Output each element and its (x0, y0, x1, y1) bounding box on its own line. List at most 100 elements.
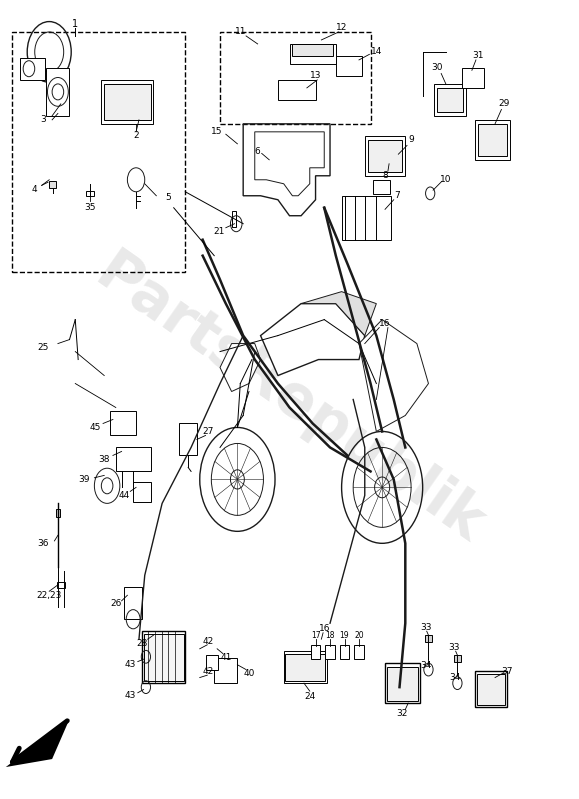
Bar (477, 674, 505, 705)
Text: 20: 20 (354, 630, 364, 640)
Text: 34: 34 (420, 661, 431, 670)
Bar (12, 32, 185, 272)
Bar (278, 80, 316, 100)
Bar (124, 587, 142, 619)
Text: 9: 9 (408, 135, 414, 145)
Text: 26: 26 (110, 598, 122, 608)
Text: 15: 15 (211, 127, 223, 137)
Bar (101, 80, 153, 124)
Text: 31: 31 (472, 51, 483, 61)
Polygon shape (301, 292, 376, 336)
Text: 36: 36 (38, 539, 49, 548)
Text: 5: 5 (165, 193, 171, 202)
Bar (144, 634, 184, 681)
Bar (57, 582, 65, 588)
Text: 33: 33 (449, 642, 460, 652)
Text: 11: 11 (234, 27, 246, 37)
Text: 35: 35 (84, 203, 96, 213)
Text: 10: 10 (440, 175, 452, 185)
Text: 24: 24 (304, 692, 316, 702)
Text: 8: 8 (382, 171, 388, 181)
Bar (342, 196, 391, 240)
Bar (368, 140, 402, 172)
Text: 41: 41 (220, 653, 232, 662)
Bar (142, 631, 185, 683)
Polygon shape (255, 132, 324, 196)
Text: 1: 1 (72, 19, 78, 29)
Polygon shape (220, 344, 261, 392)
Text: 28: 28 (136, 638, 148, 648)
Text: 4: 4 (32, 185, 38, 194)
Text: 37: 37 (501, 666, 512, 676)
Text: 3: 3 (41, 115, 46, 125)
Text: 6: 6 (255, 147, 261, 157)
Bar (385, 663, 420, 703)
Text: 13: 13 (310, 71, 321, 81)
Text: 40: 40 (243, 669, 255, 678)
Bar (206, 655, 218, 670)
Bar (365, 136, 405, 176)
Bar (292, 44, 333, 56)
Bar (475, 671, 507, 707)
Text: 45: 45 (90, 423, 101, 432)
Bar (214, 658, 237, 683)
Text: 21: 21 (213, 227, 225, 237)
Polygon shape (261, 304, 365, 376)
Text: 16: 16 (318, 623, 330, 633)
Bar (46, 68, 69, 116)
Bar (462, 68, 484, 88)
Bar (387, 667, 418, 701)
Text: 27: 27 (203, 427, 214, 436)
Text: 33: 33 (420, 622, 431, 632)
Text: 18: 18 (325, 630, 335, 640)
Text: 30: 30 (431, 63, 443, 73)
Text: 43: 43 (124, 660, 136, 670)
Text: 17: 17 (311, 630, 320, 640)
Bar (354, 645, 364, 659)
Bar (454, 655, 461, 662)
Text: 44: 44 (119, 491, 130, 500)
Text: 34: 34 (449, 673, 460, 682)
Text: 32: 32 (397, 709, 408, 718)
Text: 42: 42 (203, 666, 214, 676)
Bar (434, 84, 466, 116)
Text: 7: 7 (394, 191, 400, 201)
Text: 22,23: 22,23 (36, 590, 62, 600)
Bar (104, 84, 151, 120)
Text: 19: 19 (340, 630, 349, 640)
Bar (133, 482, 151, 502)
Bar (290, 44, 336, 64)
Bar (437, 88, 463, 112)
Bar (220, 32, 371, 124)
Bar (49, 181, 56, 188)
Bar (232, 211, 236, 227)
Bar (336, 56, 362, 76)
Text: 25: 25 (38, 343, 49, 352)
Bar (285, 654, 325, 681)
Text: 16: 16 (379, 319, 391, 328)
Bar (475, 120, 510, 160)
Text: 38: 38 (98, 455, 110, 464)
Text: 29: 29 (498, 99, 510, 109)
Text: 42: 42 (203, 637, 214, 646)
Bar (340, 645, 349, 659)
Polygon shape (6, 719, 69, 767)
Text: 2: 2 (133, 131, 139, 141)
Bar (478, 124, 507, 156)
Bar (373, 180, 390, 194)
Bar (110, 411, 136, 435)
Text: 39: 39 (78, 475, 90, 484)
Bar (56, 509, 60, 517)
Text: 43: 43 (124, 690, 136, 700)
Text: PartsRepublik: PartsRepublik (85, 244, 494, 555)
Bar (86, 191, 94, 196)
Bar (179, 423, 197, 455)
Text: 14: 14 (371, 47, 382, 57)
Bar (425, 635, 432, 642)
Bar (20, 58, 45, 80)
Polygon shape (359, 320, 428, 431)
Bar (325, 645, 335, 659)
Bar (311, 645, 320, 659)
Bar (284, 651, 327, 683)
Text: 12: 12 (336, 23, 347, 33)
